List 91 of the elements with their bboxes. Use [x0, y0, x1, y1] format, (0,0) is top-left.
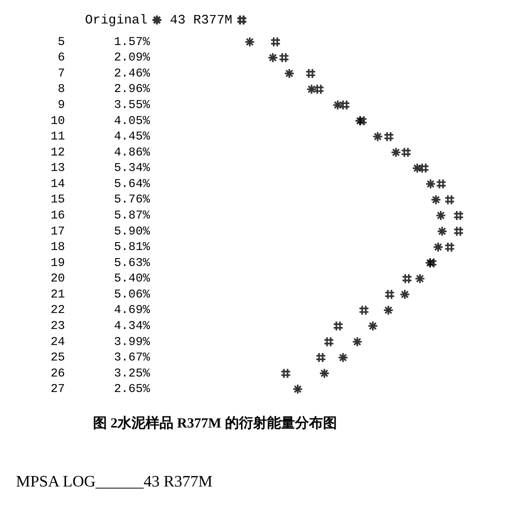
- data-label: 5.87%: [114, 208, 151, 222]
- point: [418, 162, 430, 174]
- point: [384, 289, 396, 300]
- y-tick-label: 16: [50, 208, 65, 222]
- y-tick-label: 11: [50, 130, 65, 144]
- point: [384, 131, 394, 142]
- y-tick-label: 9: [58, 98, 65, 112]
- y-tick-label: 19: [50, 256, 65, 270]
- data-label: 3.99%: [114, 334, 151, 349]
- data-label: 5.40%: [114, 272, 151, 286]
- legend-label: Original: [84, 12, 148, 28]
- data-label: 3.67%: [114, 350, 151, 365]
- point: [324, 336, 334, 348]
- point: [412, 162, 423, 174]
- y-tick-label: 13: [50, 161, 65, 176]
- point: [444, 194, 455, 206]
- data-label: 2.96%: [114, 82, 151, 96]
- y-tick-label: 5: [58, 34, 65, 49]
- point: [292, 384, 304, 394]
- point: [278, 52, 290, 63]
- point: [390, 147, 402, 158]
- point: [402, 273, 412, 284]
- data-label: 2.65%: [114, 382, 151, 396]
- point: [319, 368, 330, 379]
- data-label: 5.63%: [114, 256, 151, 270]
- point: [340, 100, 350, 110]
- point: [383, 304, 394, 316]
- point: [432, 242, 444, 252]
- y-tick-label: 8: [58, 82, 65, 96]
- y-tick-label: 12: [50, 145, 65, 160]
- point: [430, 194, 442, 206]
- data-label: 5.34%: [114, 161, 151, 176]
- point: [444, 242, 455, 252]
- text: 图 2水泥样品 R377M 的衍射能量分布图: [93, 416, 337, 432]
- point: [372, 131, 384, 142]
- y-tick-label: 26: [50, 366, 65, 380]
- y-tick-label: 17: [50, 224, 65, 238]
- data-label: 5.81%: [114, 240, 151, 254]
- y-tick-label: 25: [50, 350, 65, 365]
- point: [436, 178, 447, 190]
- point: [268, 52, 278, 63]
- data-label: 4.45%: [114, 130, 151, 144]
- y-tick-label: 20: [50, 272, 65, 286]
- text: MPSA LOG______43 R377M: [16, 474, 212, 490]
- legend-label: 43 R377M: [170, 12, 232, 28]
- point: [352, 336, 363, 348]
- y-tick-label: 7: [58, 66, 65, 80]
- y-tick-label: 24: [50, 334, 65, 349]
- point: [280, 368, 292, 379]
- point: [284, 68, 295, 79]
- point: [435, 210, 446, 221]
- y-tick-label: 15: [50, 192, 65, 207]
- data-label: 5.76%: [114, 192, 151, 207]
- data-label: 1.57%: [114, 34, 151, 49]
- point: [453, 210, 464, 221]
- point: [314, 84, 324, 95]
- data-label: 3.25%: [114, 366, 151, 380]
- point: [436, 226, 448, 237]
- data-label: 5.06%: [114, 287, 151, 302]
- y-tick-label: 27: [50, 382, 65, 396]
- y-tick-label: 10: [50, 114, 65, 128]
- y-tick-label: 22: [50, 303, 65, 318]
- point: [358, 304, 370, 316]
- data-label: 4.86%: [114, 145, 151, 160]
- y-tick-label: 18: [50, 240, 65, 254]
- point: [425, 178, 436, 190]
- data-label: 4.34%: [114, 318, 151, 333]
- data-label: 2.09%: [114, 50, 151, 65]
- data-label: 2.46%: [114, 66, 151, 80]
- data-label: 4.05%: [114, 114, 151, 128]
- point: [305, 68, 316, 79]
- data-label: 3.55%: [114, 98, 151, 112]
- point: [244, 36, 256, 48]
- point: [453, 226, 464, 237]
- point: [414, 273, 426, 284]
- point: [400, 147, 412, 158]
- y-tick-label: 23: [50, 318, 65, 333]
- point: [270, 36, 281, 48]
- point: [332, 320, 344, 332]
- data-label: 4.69%: [114, 303, 151, 318]
- point: [332, 100, 344, 110]
- y-tick-label: 14: [50, 176, 65, 191]
- point: [306, 84, 317, 95]
- point: [368, 320, 378, 332]
- y-tick-label: 6: [58, 50, 65, 65]
- point: [316, 352, 326, 363]
- point: [400, 289, 410, 300]
- y-tick-label: 21: [50, 287, 65, 302]
- data-label: 5.64%: [114, 176, 151, 191]
- data-label: 5.90%: [114, 224, 151, 238]
- point: [338, 352, 348, 363]
